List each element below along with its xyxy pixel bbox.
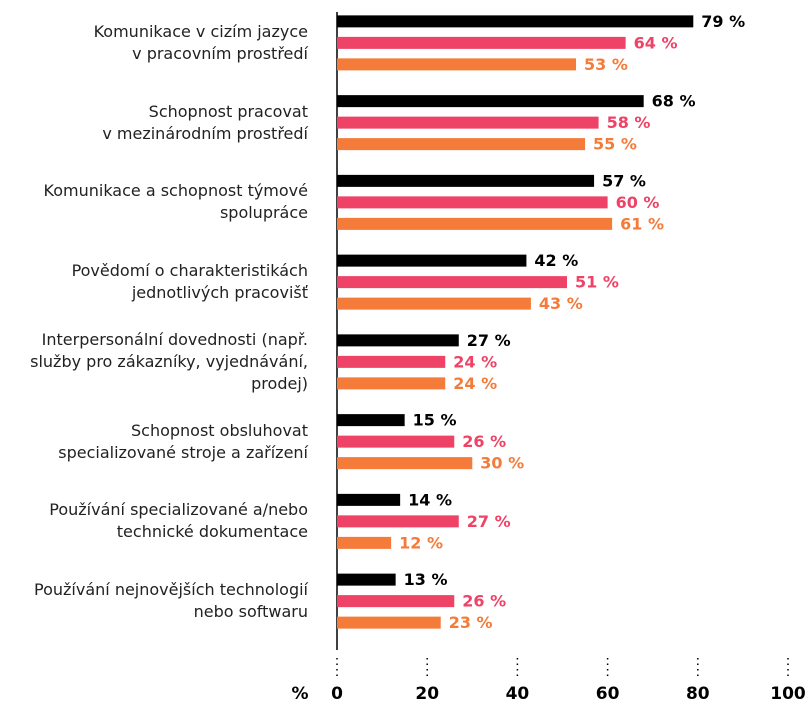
bar <box>337 15 694 28</box>
bar <box>337 36 626 49</box>
value-label: 27 % <box>467 512 511 531</box>
value-label: 55 % <box>593 135 637 154</box>
value-label: 26 % <box>462 592 506 611</box>
bar <box>337 297 531 310</box>
bar <box>337 414 405 427</box>
value-label: 42 % <box>534 251 578 270</box>
x-axis-label: % <box>291 684 308 703</box>
value-label: 64 % <box>634 33 678 52</box>
category-label: Používání nejnovějších technologií nebo … <box>34 580 308 622</box>
category-label: Komunikace v cizím jazyce v pracovním pr… <box>93 21 308 63</box>
value-label: 12 % <box>399 533 443 552</box>
value-label: 61 % <box>620 214 664 233</box>
value-label: 24 % <box>453 374 497 393</box>
value-label: 57 % <box>602 171 646 190</box>
category-label: Interpersonální dovednosti (např. služby… <box>30 329 308 393</box>
value-label: 26 % <box>462 432 506 451</box>
bar <box>337 355 446 368</box>
value-label: 27 % <box>467 331 511 350</box>
value-label: 23 % <box>449 613 493 632</box>
value-label: 53 % <box>584 55 628 74</box>
bar <box>337 174 595 187</box>
bar <box>337 595 455 608</box>
value-label: 13 % <box>404 570 448 589</box>
bar <box>337 217 613 230</box>
bar <box>337 196 608 209</box>
bar <box>337 493 401 506</box>
value-label: 79 % <box>701 12 745 31</box>
category-label: Používání specializované a/nebo technick… <box>49 500 308 542</box>
value-label: 43 % <box>539 294 583 313</box>
bar <box>337 616 441 629</box>
value-label: 68 % <box>652 92 696 111</box>
value-label: 30 % <box>480 454 524 473</box>
bar <box>337 276 568 289</box>
bar <box>337 457 473 470</box>
x-tick-label: 80 <box>686 684 710 703</box>
bar <box>337 334 459 347</box>
bar <box>337 138 586 151</box>
bar <box>337 536 392 549</box>
value-label: 58 % <box>607 113 651 132</box>
value-label: 51 % <box>575 273 619 292</box>
value-label: 60 % <box>616 193 660 212</box>
value-label: 15 % <box>413 411 457 430</box>
bar <box>337 573 396 586</box>
x-tick-label: 60 <box>596 684 620 703</box>
bar <box>337 377 446 390</box>
x-tick-label: 100 <box>770 684 805 703</box>
category-label: Schopnost obsluhovat specializované stro… <box>58 420 308 462</box>
x-tick-label: 20 <box>415 684 439 703</box>
bar <box>337 116 599 129</box>
bar <box>337 435 455 448</box>
value-label: 24 % <box>453 352 497 371</box>
bar <box>337 58 577 71</box>
value-label: 14 % <box>408 490 452 509</box>
bar <box>337 515 459 528</box>
bar <box>337 254 527 267</box>
category-label: Povědomí o charakteristikách jednotlivýc… <box>71 261 308 303</box>
category-label: Komunikace a schopnost týmové spolupráce <box>43 181 308 223</box>
category-label: Schopnost pracovat v mezinárodním prostř… <box>102 101 308 143</box>
x-tick-label: 0 <box>331 684 343 703</box>
bar <box>337 95 644 108</box>
x-tick-label: 40 <box>506 684 530 703</box>
